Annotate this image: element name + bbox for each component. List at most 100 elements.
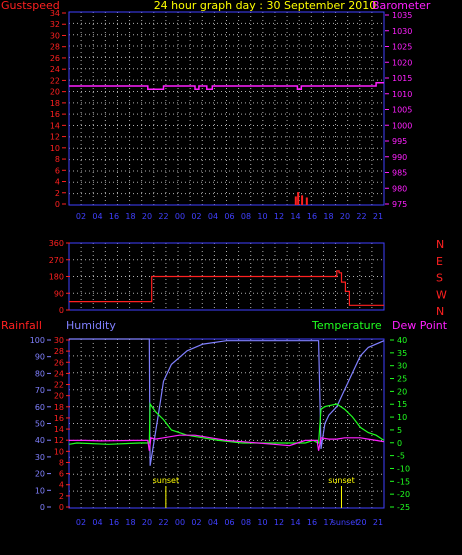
rain-tick-label: 30 (54, 336, 64, 345)
x-tick-label: 18 (125, 212, 135, 221)
temperature-line (68, 402, 385, 445)
x-tick-label: 21 (373, 212, 383, 221)
rain-tick-label: 0 (59, 503, 64, 512)
gustspeed-label: Gustspeed (1, 0, 60, 12)
x-tick-label: sunset (332, 518, 359, 527)
humidity-tick-label: 100 (30, 336, 45, 345)
x-tick-label: 18 (323, 212, 333, 221)
baro-tick-label: 990 (392, 153, 407, 162)
gust-tick-label: 20 (50, 88, 60, 97)
rainfall-label: Rainfall (1, 319, 42, 332)
temp-tick-label: 10 (397, 413, 407, 422)
gust-tick-label: 34 (50, 9, 60, 18)
x-tick-label: 06 (224, 212, 234, 221)
x-tick-label: 04 (92, 212, 102, 221)
gust-tick-label: 8 (55, 155, 60, 164)
baro-tick-label: 975 (392, 200, 407, 209)
compass-label: S (436, 272, 443, 285)
baro-tick-label: 1030 (392, 27, 412, 36)
rain-tick-label: 6 (59, 470, 64, 479)
dewpoint-line (69, 434, 385, 451)
gust-bar (297, 192, 300, 205)
rain-tick-label: 22 (54, 381, 64, 390)
x-tick-label: 14 (290, 518, 300, 527)
humidity-tick-label: 80 (35, 369, 45, 378)
rain-tick-label: 20 (54, 392, 64, 401)
x-tick-label: 10 (257, 518, 267, 527)
rain-tick-label: 28 (54, 347, 64, 356)
rain-tick-label: 26 (54, 358, 64, 367)
temp-tick-label: -15 (397, 477, 410, 486)
x-tick-label: 16 (307, 518, 317, 527)
wind-tick-label: 270 (49, 256, 64, 265)
gust-tick-label: 14 (50, 121, 60, 130)
temp-tick-label: 40 (397, 336, 407, 345)
temp-tick-label: 5 (397, 426, 402, 435)
x-tick-label: 20 (356, 518, 366, 527)
compass-label: E (436, 255, 443, 268)
rain-tick-label: 14 (54, 425, 64, 434)
humidity-tick-label: 90 (35, 353, 45, 362)
baro-tick-label: 1035 (392, 11, 412, 20)
x-tick-label: 20 (142, 212, 152, 221)
humidity-label: Humidity (66, 319, 116, 332)
x-tick-label: 08 (241, 212, 251, 221)
humidity-tick-label: 0 (40, 503, 45, 512)
wind-tick-label: 180 (49, 273, 64, 282)
baro-tick-label: 1020 (392, 58, 412, 67)
x-tick-label: 06 (224, 518, 234, 527)
rain-tick-label: 18 (54, 403, 64, 412)
page-title: 24 hour graph day : 30 September 2010 (154, 0, 377, 12)
wind-tick-label: 0 (59, 306, 64, 315)
x-tick-label: 00 (175, 212, 185, 221)
rain-tick-label: 10 (54, 447, 64, 456)
baro-tick-label: 1010 (392, 90, 412, 99)
plot-frame (68, 338, 385, 509)
rain-tick-label: 2 (59, 492, 64, 501)
baro-tick-label: 1005 (392, 106, 412, 115)
humidity-tick-label: 20 (35, 470, 45, 479)
temp-tick-label: 25 (397, 375, 407, 384)
gust-tick-label: 6 (55, 166, 60, 175)
x-tick-label: 22 (356, 212, 366, 221)
temp-tick-label: 35 (397, 349, 407, 358)
rain-tick-label: 24 (54, 369, 64, 378)
temp-tick-label: -10 (397, 464, 410, 473)
humidity-tick-label: 50 (35, 420, 45, 429)
x-tick-label: 02 (191, 212, 201, 221)
rain-tick-label: 16 (54, 414, 64, 423)
temp-tick-label: 20 (397, 387, 407, 396)
humidity-tick-label: 70 (35, 386, 45, 395)
baro-tick-label: 1000 (392, 121, 412, 130)
x-tick-label: 12 (274, 212, 284, 221)
gust-tick-label: 18 (50, 99, 60, 108)
plot-frame (68, 11, 385, 206)
baro-tick-label: 1025 (392, 43, 412, 52)
gust-bar (301, 195, 304, 205)
baro-tick-label: 985 (392, 169, 407, 178)
gust-bar (305, 197, 308, 205)
x-tick-label: 16 (109, 212, 119, 221)
compass-label: N (436, 238, 444, 251)
humidity-tick-label: 30 (35, 453, 45, 462)
x-tick-label: 02 (76, 518, 86, 527)
compass-label: W (436, 288, 447, 301)
baro-tick-label: 995 (392, 137, 407, 146)
x-tick-label: 20 (142, 518, 152, 527)
gust-tick-label: 16 (50, 110, 60, 119)
x-tick-label: 12 (274, 518, 284, 527)
x-tick-label: 02 (76, 212, 86, 221)
x-tick-label: 04 (208, 518, 218, 527)
gust-bar (294, 196, 297, 205)
temp-tick-label: -25 (397, 503, 410, 512)
x-tick-label: 22 (158, 212, 168, 221)
gust-tick-label: 12 (50, 133, 60, 142)
gust-tick-label: 26 (50, 54, 60, 63)
x-tick-label: 08 (241, 518, 251, 527)
baro-tick-label: 980 (392, 184, 407, 193)
temp-tick-label: -20 (397, 490, 410, 499)
temp-tick-label: 15 (397, 400, 407, 409)
x-tick-label: 21 (373, 518, 383, 527)
x-tick-label: 00 (175, 518, 185, 527)
